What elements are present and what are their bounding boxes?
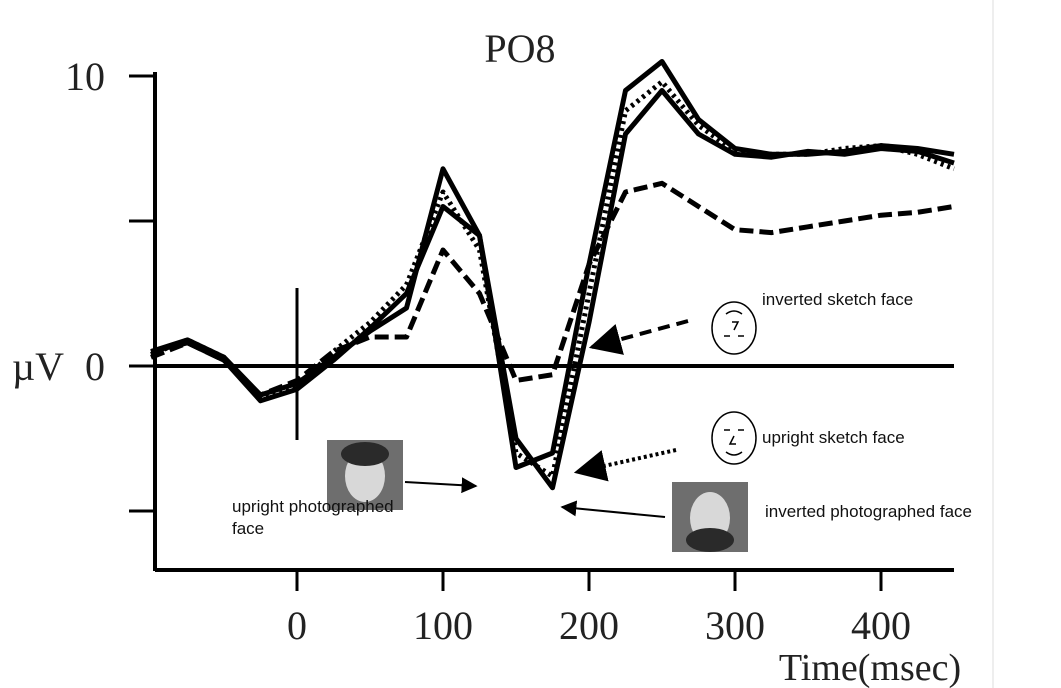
face-sketch-features: [724, 429, 744, 456]
face-photo-hair: [686, 528, 734, 552]
y-tick-label: 10: [65, 54, 105, 99]
series-line: [150, 59, 955, 470]
face-sketch: [711, 301, 757, 355]
annotation-arrow: [404, 477, 478, 494]
y-axis-label: µV: [12, 344, 64, 389]
series-line: [150, 180, 955, 398]
x-tick-label: 200: [559, 603, 619, 648]
face-photo-hair: [341, 442, 389, 466]
chart-title: PO8: [484, 26, 555, 71]
x-tick-label: 300: [705, 603, 765, 648]
annotation-arrow: [560, 500, 666, 518]
x-tick-label: 100: [413, 603, 473, 648]
y-tick-label: 0: [85, 344, 105, 389]
annotation-label: upright sketch face: [762, 428, 905, 447]
x-tick-label: 0: [287, 603, 307, 648]
face-sketch-features: [724, 310, 744, 337]
series-line: [150, 79, 955, 479]
annotation-arrow: [588, 319, 689, 355]
x-tick-label: 400: [851, 603, 911, 648]
annotation-label: inverted photographed face: [765, 502, 972, 521]
x-axis-label: Time(msec): [779, 647, 961, 688]
annotation-label: inverted sketch face: [762, 290, 913, 309]
annotation-label: upright photographed face: [232, 497, 394, 538]
annotation-arrow: [573, 448, 677, 482]
face-sketch: [711, 411, 757, 465]
